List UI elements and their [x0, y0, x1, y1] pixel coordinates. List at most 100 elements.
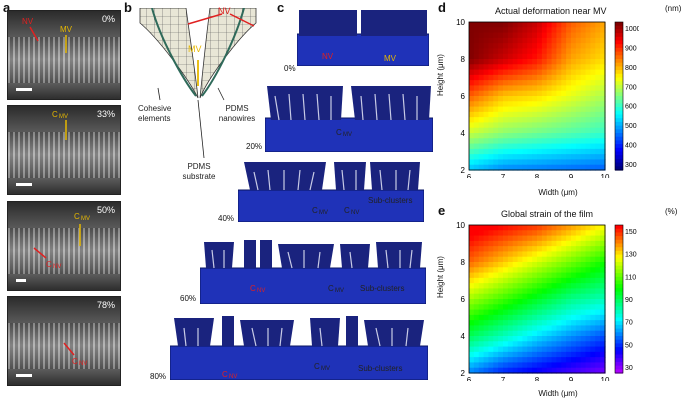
heatmap-cell [585, 309, 592, 316]
heatmap-cell [541, 37, 548, 44]
heatmap-cell [478, 85, 485, 92]
heatmap-cell [541, 267, 548, 274]
heatmap-cell [522, 59, 528, 65]
heatmap-cell [512, 256, 519, 263]
heatmap-cell [537, 309, 543, 316]
heatmap-cell [493, 37, 499, 44]
heatmap-cell [473, 59, 480, 65]
heatmap-cell [551, 138, 558, 145]
heatmap-cell [498, 106, 504, 113]
heatmap-cell [561, 336, 567, 342]
heatmap-cell [546, 22, 553, 28]
label-mv: MV [384, 54, 396, 63]
heatmap-cell [585, 127, 592, 134]
panel-letter-a: a [3, 0, 11, 15]
heatmap-cell [571, 117, 577, 124]
heatmap-cell [566, 138, 572, 145]
heatmap-cell [546, 336, 553, 342]
heatmap-cell [478, 69, 485, 76]
sem-image-0: 0% NV MV [7, 10, 121, 100]
heatmap-cell [537, 325, 543, 332]
heatmap-cell [527, 330, 533, 337]
heatmap-cell [532, 225, 538, 231]
heatmap-cell [551, 133, 558, 139]
heatmap-cell [469, 48, 475, 55]
heatmap-cell [478, 304, 485, 311]
heatmap-cell [566, 111, 572, 118]
heatmap-cell [469, 127, 475, 134]
heatmap-cell [532, 43, 538, 50]
heatmap-cell [498, 346, 504, 353]
heatmap-cell [532, 53, 538, 60]
heatmap-cell [488, 106, 494, 113]
heatmap-cell [532, 138, 538, 145]
heatmap-cell [556, 267, 562, 274]
heatmap-cell [537, 336, 543, 342]
step-percent: 60% [180, 294, 197, 303]
heatmap-cell [503, 336, 509, 342]
heatmap-cell [517, 164, 524, 171]
heatmap-cell [503, 262, 509, 268]
heatmap-cell [493, 85, 499, 92]
heatmap-cell [503, 111, 509, 118]
heatmap-cell [595, 320, 601, 327]
heatmap-cell [595, 133, 601, 139]
y-tick-label: 2 [461, 369, 466, 378]
heatmap-cell [590, 43, 596, 50]
heatmap-cell [527, 22, 533, 28]
heatmap-cell [493, 90, 499, 97]
heatmap-cell [556, 341, 562, 348]
colorbar-segment [615, 265, 623, 270]
heatmap-cell [493, 330, 499, 337]
heatmap-cell [522, 143, 528, 150]
heatmap-cell [541, 22, 548, 28]
x-tick-label: 7 [501, 173, 506, 178]
heatmap-cell [590, 283, 596, 290]
heatmap-cell [595, 240, 601, 247]
heatmap-cell [522, 64, 528, 71]
heatmap-cell [556, 111, 562, 118]
heatmap-cell [590, 27, 596, 34]
heatmap-cell [527, 164, 533, 171]
heatmap-cell [517, 267, 524, 274]
colorbar-segment [615, 166, 623, 171]
heatmap-cell [493, 117, 499, 124]
heatmap-cell [469, 246, 475, 253]
heatmap-cell [532, 346, 538, 353]
heatmap-cell [561, 225, 567, 231]
heatmap-cell [590, 32, 596, 39]
colorbar-segment [615, 140, 623, 145]
heatmap-cell [571, 101, 577, 108]
heatmap-cell [590, 48, 596, 55]
heatmap-cell [507, 164, 514, 171]
heatmap-cell [556, 357, 562, 364]
heatmap-cell [585, 267, 592, 274]
heatmap-cell [522, 283, 528, 290]
heatmap-cell [580, 43, 587, 50]
heatmap-cell [478, 43, 485, 50]
heatmap-cell [512, 143, 519, 150]
heatmap-cell [522, 240, 528, 247]
colorbar-segment [615, 133, 623, 138]
heatmap-cell [566, 336, 572, 342]
heatmap-cell [498, 22, 504, 28]
heatmap-cell [585, 69, 592, 76]
heatmap-cell [483, 341, 490, 348]
heatmap-cell [469, 43, 475, 50]
colorbar-segment [615, 151, 623, 156]
heatmap-cell [561, 106, 567, 113]
heatmap-cell [580, 27, 587, 34]
heatmap-cell [473, 159, 480, 166]
heatmap-cell [575, 325, 582, 332]
heatmap-cell [483, 117, 490, 124]
heatmap-cell [527, 148, 533, 155]
colorbar-segment [615, 310, 623, 315]
heatmap-cell [493, 272, 499, 279]
heatmap-cell [580, 106, 587, 113]
heatmap-cell [498, 277, 504, 284]
heatmap-cell [580, 299, 587, 305]
heatmap-cell [546, 314, 553, 321]
heatmap-cell [566, 101, 572, 108]
heatmap-cell [571, 346, 577, 353]
heatmap-cell [561, 64, 567, 71]
